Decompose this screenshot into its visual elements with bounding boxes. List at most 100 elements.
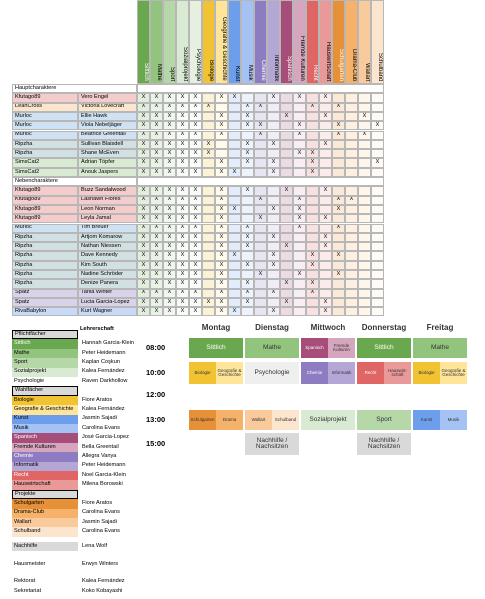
- mark-cell: [267, 214, 280, 224]
- mark-cell: [254, 260, 267, 270]
- mark-cell: X: [176, 251, 189, 261]
- mark-cell: X: [306, 288, 319, 298]
- mark-cell: [254, 93, 267, 103]
- mark-cell: X: [137, 121, 150, 131]
- mark-cell: [267, 279, 280, 289]
- mark-cell: [293, 242, 306, 252]
- mark-cell: [280, 139, 293, 150]
- player-cell: Kfutago89: [12, 214, 78, 224]
- subject-header: Spanisch: [280, 0, 293, 84]
- legend-subject: Musik: [12, 424, 78, 434]
- mark-cell: [267, 102, 280, 112]
- mark-cell: X: [176, 223, 189, 233]
- mark-cell: [345, 93, 358, 103]
- mark-cell: X: [228, 251, 241, 261]
- mark-cell: [293, 167, 306, 177]
- character-cell: Dave Kennedy: [78, 251, 137, 261]
- legend-subject: Informatik: [12, 461, 78, 471]
- mark-cell: [202, 93, 215, 103]
- mark-cell: [202, 167, 215, 177]
- mark-cell: X: [306, 251, 319, 261]
- player-cell: Murloc: [12, 130, 78, 140]
- mark-cell: X: [163, 232, 176, 243]
- mark-cell: [358, 149, 371, 159]
- legend-subject: Schulband: [12, 527, 78, 537]
- mark-cell: X: [163, 139, 176, 150]
- mark-cell: [371, 260, 384, 270]
- mark-cell: X: [189, 158, 202, 168]
- timetable-cell: Geografie & Geschichte: [216, 362, 243, 384]
- timetable-cell: Mathe: [413, 338, 467, 358]
- mark-cell: [202, 111, 215, 122]
- mark-cell: X: [332, 204, 345, 215]
- mark-cell: X: [241, 232, 254, 243]
- mark-cell: X: [150, 242, 163, 252]
- mark-cell: [293, 279, 306, 289]
- mark-cell: [293, 158, 306, 168]
- legend-teacher: Allegra Vanya: [82, 453, 117, 460]
- mark-cell: X: [150, 93, 163, 103]
- mark-cell: [345, 270, 358, 280]
- player-cell: Murloc: [12, 121, 78, 131]
- mark-cell: X: [176, 93, 189, 103]
- mark-cell: [202, 130, 215, 140]
- subject-header: Hauswirtschaft: [319, 0, 332, 84]
- mark-cell: X: [267, 158, 280, 168]
- group-title: Pflichtfächer: [12, 330, 78, 340]
- mark-cell: [306, 232, 319, 243]
- mark-cell: [371, 167, 384, 177]
- mark-cell: X: [137, 260, 150, 270]
- mark-cell: X: [358, 130, 371, 140]
- mark-cell: X: [150, 232, 163, 243]
- mark-cell: [371, 288, 384, 298]
- player-cell: Ripzha: [12, 232, 78, 243]
- mark-cell: [332, 297, 345, 308]
- mark-cell: X: [176, 260, 189, 270]
- mark-cell: [358, 307, 371, 317]
- mark-cell: [280, 307, 293, 317]
- mark-cell: [306, 139, 319, 150]
- mark-cell: [202, 204, 215, 215]
- mark-cell: X: [267, 260, 280, 270]
- mark-cell: X: [137, 297, 150, 308]
- mark-cell: X: [241, 288, 254, 298]
- mark-cell: X: [306, 279, 319, 289]
- player-cell: Kfutago89: [12, 186, 78, 196]
- timetable-cell: Geografie & Geschichte: [440, 362, 467, 384]
- mark-cell: [228, 195, 241, 205]
- subject-header: Sozialprojekt: [176, 0, 189, 84]
- mark-cell: X: [176, 195, 189, 205]
- mark-cell: X: [189, 139, 202, 150]
- mark-cell: X: [150, 260, 163, 270]
- mark-cell: X: [293, 223, 306, 233]
- section-title: Nebencharaktere: [12, 177, 137, 187]
- mark-cell: [332, 149, 345, 159]
- mark-cell: X: [189, 186, 202, 196]
- subject-header: Recht: [306, 0, 319, 84]
- mark-cell: [280, 223, 293, 233]
- mark-cell: [228, 223, 241, 233]
- mark-cell: [345, 111, 358, 122]
- mark-cell: X: [215, 297, 228, 308]
- mark-cell: [293, 307, 306, 317]
- legend-teacher: Peter Heidemann: [82, 349, 126, 356]
- mark-cell: X: [293, 204, 306, 215]
- mark-cell: X: [215, 214, 228, 224]
- mark-cell: [319, 204, 332, 215]
- mark-cell: [371, 93, 384, 103]
- mark-cell: [358, 232, 371, 243]
- mark-cell: [345, 121, 358, 131]
- mark-cell: X: [163, 251, 176, 261]
- mark-cell: [332, 307, 345, 317]
- mark-cell: [293, 232, 306, 243]
- mark-cell: X: [215, 130, 228, 140]
- mark-cell: [306, 130, 319, 140]
- mark-cell: [306, 111, 319, 122]
- legend-subject: Sittlich: [12, 339, 78, 349]
- mark-cell: X: [202, 297, 215, 308]
- mark-cell: X: [241, 279, 254, 289]
- subject-header: Biologie: [202, 0, 215, 84]
- mark-cell: [293, 139, 306, 150]
- mark-cell: [371, 279, 384, 289]
- mark-cell: [306, 204, 319, 215]
